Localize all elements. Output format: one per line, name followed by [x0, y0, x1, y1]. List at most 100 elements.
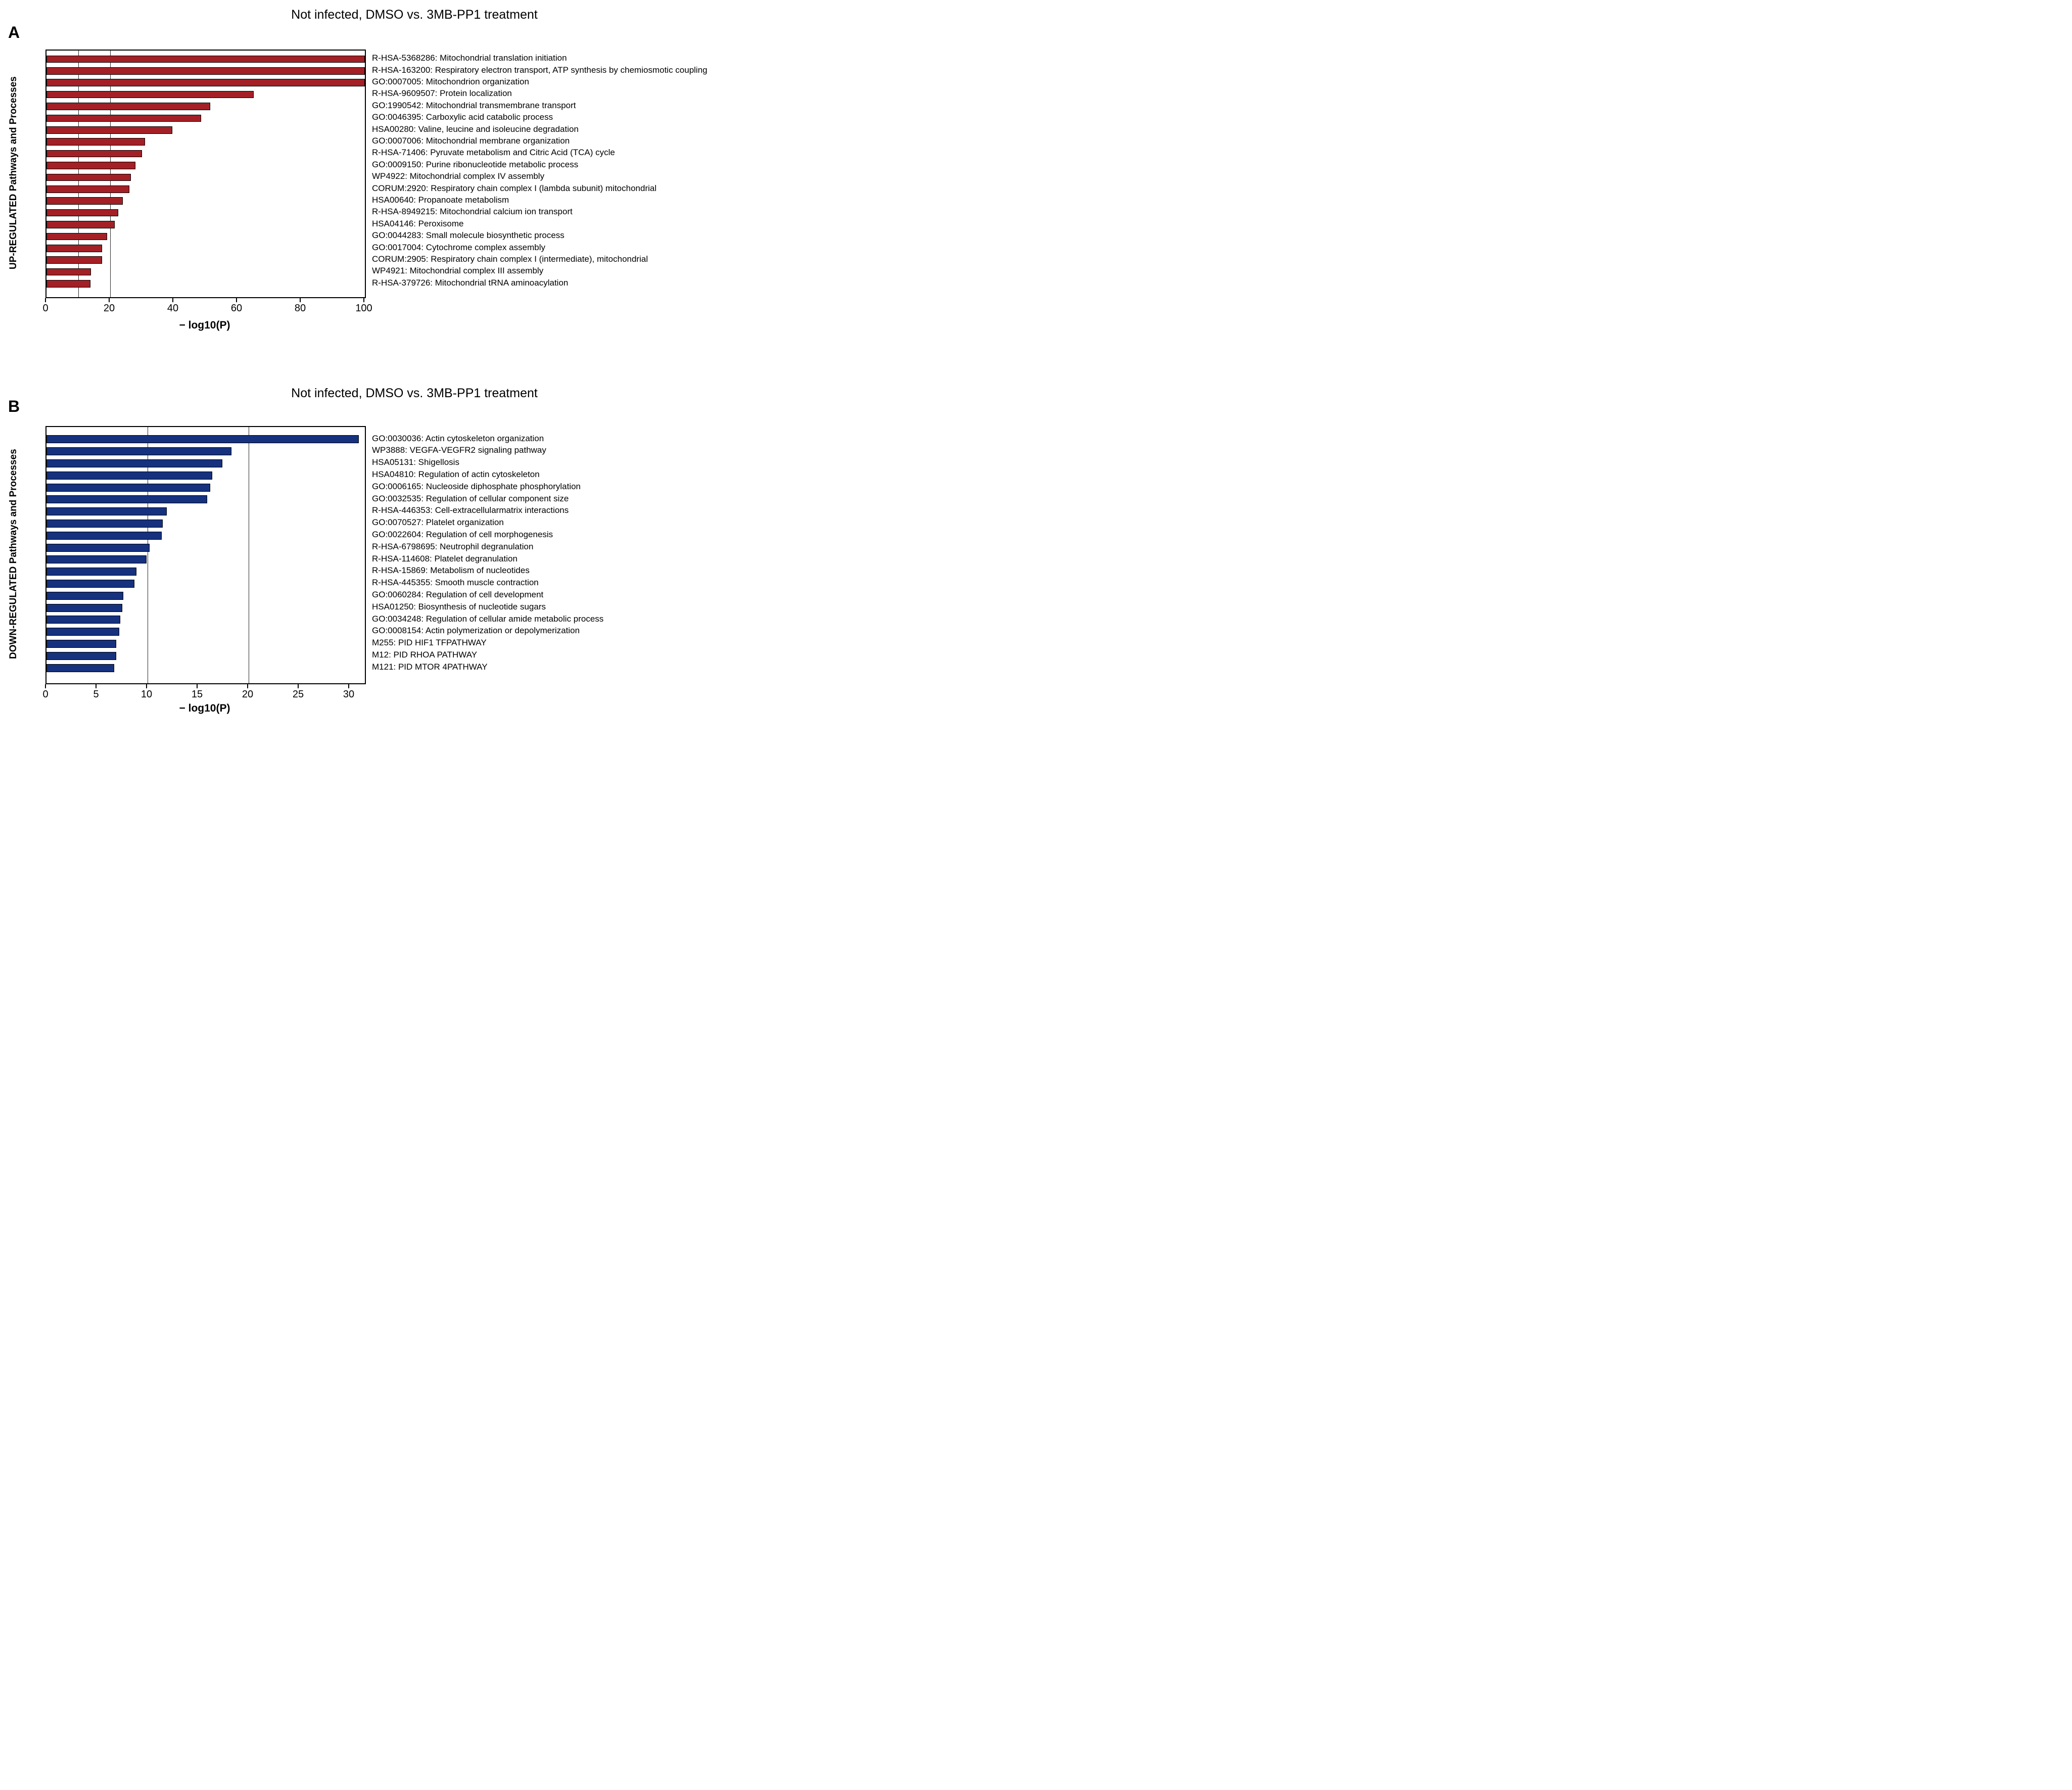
category-label: WP4922: Mitochondrial complex IV assembl… — [372, 171, 545, 181]
category-label: R-HSA-6798695: Neutrophil degranulation — [372, 541, 534, 551]
bar — [46, 568, 136, 576]
category-label: R-HSA-9609507: Protein localization — [372, 88, 512, 99]
category-label: R-HSA-114608: Platelet degranulation — [372, 553, 517, 563]
category-label: GO:0070527: Platelet organization — [372, 517, 504, 528]
category-label: HSA04810: Regulation of actin cytoskelet… — [372, 469, 540, 479]
category-label: GO:0006165: Nucleoside diphosphate phosp… — [372, 481, 581, 491]
category-label: GO:0009150: Purine ribonucleotide metabo… — [372, 159, 579, 169]
bar — [46, 103, 211, 110]
axis-tick — [197, 684, 198, 688]
bar — [46, 67, 365, 75]
panel-b-title: Not infected, DMSO vs. 3MB-PP1 treatment — [291, 386, 538, 400]
tick-label: 10 — [140, 689, 153, 700]
category-label: GO:0044283: Small molecule biosynthetic … — [372, 230, 564, 241]
axis-tick — [300, 298, 301, 302]
bar — [46, 651, 116, 660]
category-label: GO:0034248: Regulation of cellular amide… — [372, 614, 604, 624]
tick-label: 20 — [103, 303, 115, 314]
bar — [46, 126, 172, 134]
panel-a-x-axis: 0 20 40 60 80 100 — [42, 298, 372, 316]
category-label: WP4921: Mitochondrial complex III assemb… — [372, 266, 544, 276]
category-label: R-HSA-446353: Cell-extracellularmatrix i… — [372, 505, 569, 515]
tick-label: 5 — [93, 689, 99, 700]
axis-tick — [172, 298, 173, 302]
bar — [46, 640, 116, 648]
axis-tick — [247, 684, 248, 688]
bar — [46, 150, 142, 158]
category-label: CORUM:2905: Respiratory chain complex I … — [372, 254, 648, 264]
bar — [46, 591, 123, 600]
bar — [46, 280, 90, 288]
figure: A Not infected, DMSO vs. 3MB-PP1 treatme… — [0, 0, 829, 716]
axis-tick — [109, 298, 110, 302]
tick-label: 0 — [42, 303, 49, 314]
panel-b-category-labels: GO:0030036: Actin cytoskeleton organizat… — [372, 426, 827, 682]
axis-tick — [96, 684, 97, 688]
tick-label: 0 — [42, 689, 49, 700]
tick-label: 100 — [355, 303, 372, 314]
category-label: HSA04146: Peroxisome — [372, 218, 464, 228]
bar — [46, 520, 163, 528]
panel-a-x-axis-label: − log10(P) — [179, 319, 230, 331]
tick-label: 80 — [294, 303, 306, 314]
bar — [46, 543, 150, 552]
panel-b-letter: B — [8, 397, 20, 415]
bar — [46, 664, 114, 672]
category-label: HSA01250: Biosynthesis of nucleotide sug… — [372, 601, 546, 611]
bar — [46, 173, 131, 181]
category-label: R-HSA-8949215: Mitochondrial calcium ion… — [372, 207, 573, 217]
bar — [46, 256, 103, 264]
category-label: GO:0030036: Actin cytoskeleton organizat… — [372, 433, 544, 443]
bar — [46, 79, 365, 87]
bar — [46, 221, 115, 228]
tick-label: 15 — [191, 689, 203, 700]
bar — [46, 162, 136, 169]
bar — [46, 603, 122, 612]
category-label: R-HSA-445355: Smooth muscle contraction — [372, 578, 539, 588]
panel-a-category-labels: R-HSA-5368286: Mitochondrial translation… — [372, 50, 827, 296]
category-label: M255: PID HIF1 TFPATHWAY — [372, 638, 487, 648]
bar — [46, 628, 119, 636]
panel-a-plot-area — [45, 50, 366, 298]
tick-label: 40 — [167, 303, 179, 314]
bar — [46, 268, 91, 276]
panel-b-x-axis-label: − log10(P) — [179, 702, 230, 714]
bar — [46, 138, 146, 146]
category-label: GO:0060284: Regulation of cell developme… — [372, 589, 544, 599]
bar — [46, 531, 162, 540]
panel-b-plot-area — [45, 426, 366, 684]
category-label: GO:1990542: Mitochondrial transmembrane … — [372, 100, 576, 110]
bar — [46, 459, 222, 467]
bar — [46, 616, 120, 624]
bar — [46, 114, 201, 122]
axis-tick — [45, 684, 46, 688]
bar — [46, 90, 254, 99]
axis-tick — [236, 298, 237, 302]
panel-b-x-axis: 0 5 10 15 20 25 30 — [42, 684, 364, 702]
bar — [46, 483, 210, 492]
category-label: M121: PID MTOR 4PATHWAY — [372, 662, 488, 672]
panel-b-y-axis-label: DOWN-REGULATED Pathways and Processes — [8, 449, 19, 660]
axis-tick — [363, 298, 364, 302]
axis-tick — [146, 684, 147, 688]
category-label: HSA00280: Valine, leucine and isoleucine… — [372, 124, 579, 134]
panel-a-letter: A — [8, 23, 20, 41]
panel-b: B Not infected, DMSO vs. 3MB-PP1 treatme… — [0, 0, 829, 716]
category-label: R-HSA-71406: Pyruvate metabolism and Cit… — [372, 148, 615, 158]
category-label: R-HSA-5368286: Mitochondrial translation… — [372, 53, 567, 63]
bar — [46, 580, 134, 588]
bar — [46, 471, 212, 480]
panel-a-title: Not infected, DMSO vs. 3MB-PP1 treatment — [291, 8, 538, 22]
panel-a: A Not infected, DMSO vs. 3MB-PP1 treatme… — [0, 0, 829, 716]
axis-tick — [348, 684, 349, 688]
category-label: R-HSA-15869: Metabolism of nucleotides — [372, 566, 530, 576]
bar — [46, 197, 123, 205]
bar — [46, 507, 167, 516]
category-label: GO:0008154: Actin polymerization or depo… — [372, 626, 580, 636]
bar — [46, 232, 107, 241]
category-label: R-HSA-379726: Mitochondrial tRNA aminoac… — [372, 277, 569, 288]
category-label: R-HSA-163200: Respiratory electron trans… — [372, 65, 708, 75]
category-label: M12: PID RHOA PATHWAY — [372, 649, 478, 660]
category-label: GO:0017004: Cytochrome complex assembly — [372, 242, 545, 252]
category-label: GO:0046395: Carboxylic acid catabolic pr… — [372, 112, 553, 122]
